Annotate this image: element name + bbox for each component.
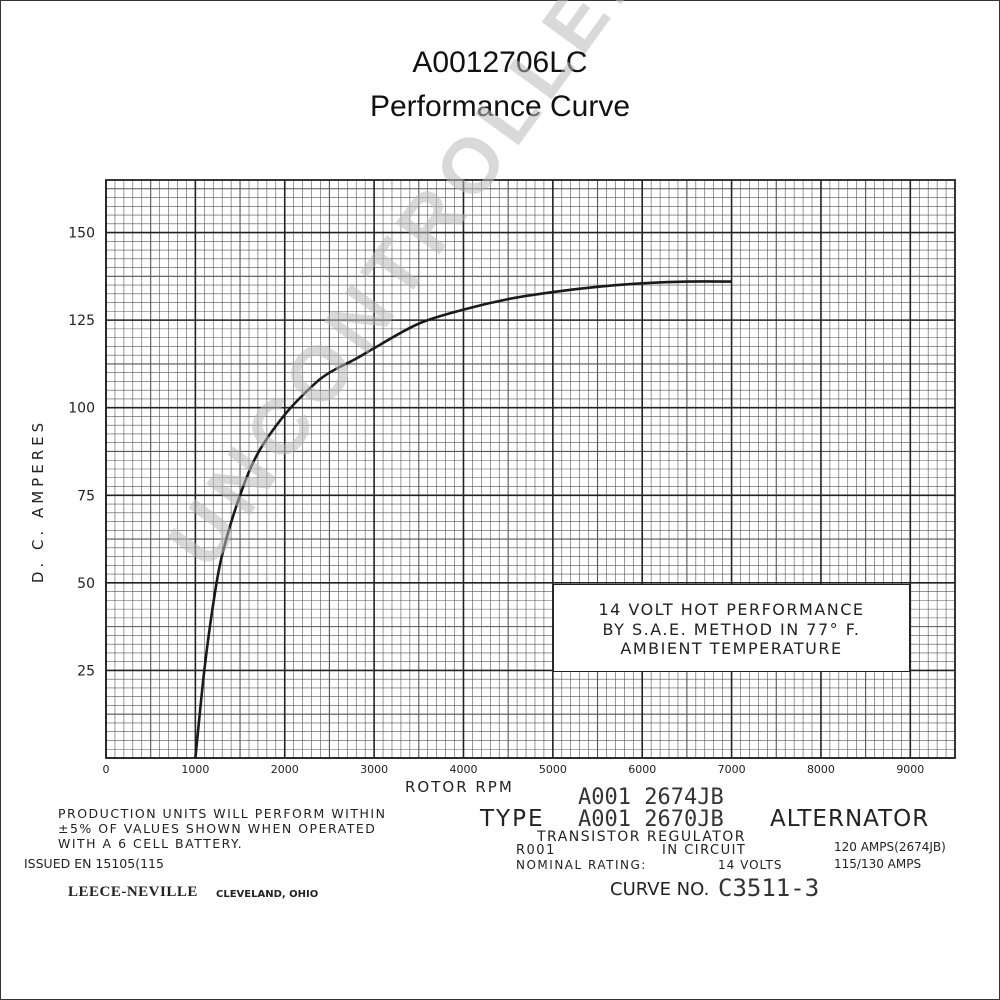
tick-labels: 0 1000 2000 3000 4000 5000 6000 7000 8000 9000 25 5… [68, 226, 924, 776]
x-tick-label: 4000 [449, 763, 477, 776]
plot-border [105, 179, 956, 759]
brand-logo: LEECE-NEVILLE [68, 884, 198, 900]
x-tick-label: 8000 [807, 763, 835, 776]
y-tick-label: 75 [77, 488, 95, 504]
regulator-code: R001 [516, 843, 556, 858]
production-note-line-1: PRODUCTION UNITS WILL PERFORM WITHIN [58, 806, 387, 821]
nominal-rating-label: NOMINAL RATING: [516, 858, 647, 872]
annotation-line-3: AMBIENT TEMPERATURE [620, 639, 843, 658]
y-tick-label: 50 [77, 576, 95, 592]
y-tick-label: 150 [68, 226, 95, 242]
y-tick-label: 125 [68, 313, 95, 329]
alternator-label: ALTERNATOR [770, 806, 930, 832]
annotation-box: 14 VOLT HOT PERFORMANCE BY S.A.E. METHOD… [553, 584, 910, 672]
x-tick-label: 3000 [360, 763, 388, 776]
series-line-0 [194, 280, 732, 759]
x-tick-label: 7000 [718, 763, 746, 776]
rating-1: 120 AMPS(2674JB) [834, 840, 946, 854]
production-note-line-2: ±5% OF VALUES SHOWN WHEN OPERATED [58, 821, 377, 836]
series-layer [194, 280, 732, 759]
production-note-line-3: WITH A 6 CELL BATTERY. [58, 836, 244, 851]
x-tick-label: 6000 [628, 763, 656, 776]
nominal-volts: 14 VOLTS [718, 858, 783, 872]
rating-2: 115/130 AMPS [834, 857, 922, 871]
x-axis-label: ROTOR RPM [405, 778, 514, 796]
minor-grid [106, 179, 956, 758]
part-number-1: A001 2674JB [578, 785, 724, 810]
chart-subtitle: Performance Curve [369, 90, 631, 123]
in-circuit: IN CIRCUIT [662, 843, 747, 858]
annotation-line-1: 14 VOLT HOT PERFORMANCE [598, 600, 865, 619]
chart-title: A0012706LC [412, 46, 588, 79]
curve-no-label: CURVE NO. [610, 879, 710, 900]
regulator-line: TRANSISTOR REGULATOR [537, 829, 746, 845]
y-axis-label: D. C. AMPERES [29, 418, 47, 584]
part-number-2: A001 2670JB [578, 807, 724, 832]
x-tick-label: 2000 [271, 763, 299, 776]
x-tick-label: 5000 [539, 763, 567, 776]
x-tick-label: 1000 [181, 763, 209, 776]
issued-note: ISSUED EN 15105(115 [24, 856, 164, 871]
x-tick-label: 9000 [896, 763, 924, 776]
x-tick-label: 0 [103, 763, 110, 776]
curve-no-value: C3511-3 [718, 874, 820, 902]
y-tick-label: 100 [68, 401, 95, 417]
annotation-line-2: BY S.A.E. METHOD IN 77° F. [602, 620, 861, 639]
brand-location: CLEVELAND, OHIO [216, 889, 319, 900]
y-tick-label: 25 [77, 663, 95, 679]
type-label: TYPE [480, 806, 545, 832]
